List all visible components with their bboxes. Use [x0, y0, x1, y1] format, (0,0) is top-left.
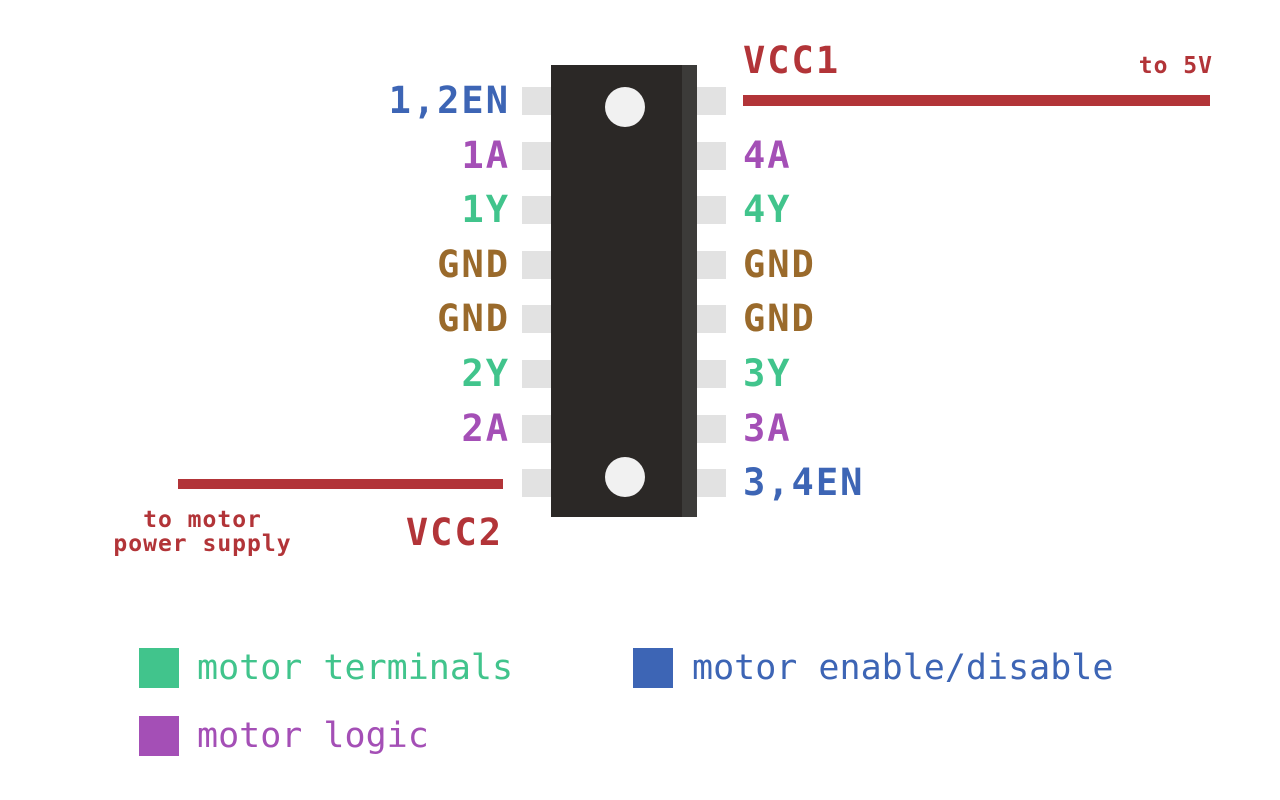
- legend-swatch-motor-terminals: [139, 648, 179, 688]
- pin: [522, 360, 551, 388]
- pin: [697, 251, 726, 279]
- pin-label-3a: 3A: [743, 407, 792, 450]
- chip-edge-highlight: [682, 65, 697, 517]
- pin-label-1a: 1A: [461, 134, 510, 177]
- pin-label-4a: 4A: [743, 134, 792, 177]
- pin: [697, 142, 726, 170]
- vcc1-wire: [743, 95, 1210, 106]
- bottom-notch-dot: [605, 457, 645, 497]
- pin: [522, 469, 551, 497]
- vcc2-label: VCC2: [405, 511, 503, 554]
- pin-label-2a: 2A: [461, 407, 510, 450]
- vcc2-note: to motor power supply: [100, 508, 305, 556]
- pin-label-gnd: GND: [743, 297, 816, 340]
- pin-label-4y: 4Y: [743, 188, 792, 231]
- pin: [697, 360, 726, 388]
- pin-label-gnd: GND: [437, 297, 510, 340]
- pin: [522, 142, 551, 170]
- pin: [522, 251, 551, 279]
- vcc1-label: VCC1: [743, 39, 841, 82]
- legend-label-motor-logic: motor logic: [197, 716, 429, 756]
- pin-label-gnd: GND: [743, 243, 816, 286]
- vcc2-note-line2: power supply: [113, 531, 292, 557]
- pin-label-1-2en: 1,2EN: [388, 79, 510, 122]
- pin-label-3y: 3Y: [743, 352, 792, 395]
- pin: [697, 196, 726, 224]
- vcc2-wire: [178, 479, 503, 489]
- pin-label-1y: 1Y: [461, 188, 510, 231]
- pin: [522, 87, 551, 115]
- pin: [522, 415, 551, 443]
- ic-chip-body: [551, 65, 697, 517]
- legend-swatch-motor-enable-disable: [633, 648, 673, 688]
- pin-label-2y: 2Y: [461, 352, 510, 395]
- vcc2-note-line1: to motor: [143, 507, 262, 533]
- legend-label-motor-terminals: motor terminals: [197, 648, 514, 688]
- pin: [697, 305, 726, 333]
- pin1-notch-dot: [605, 87, 645, 127]
- pin: [697, 87, 726, 115]
- pin: [697, 415, 726, 443]
- pin-label-3-4en: 3,4EN: [743, 461, 865, 504]
- pin: [697, 469, 726, 497]
- vcc1-note: to 5V: [1138, 53, 1213, 79]
- legend-label-motor-enable-disable: motor enable/disable: [692, 648, 1114, 688]
- pin: [522, 196, 551, 224]
- legend-swatch-motor-logic: [139, 716, 179, 756]
- pin: [522, 305, 551, 333]
- pin-label-gnd: GND: [437, 243, 510, 286]
